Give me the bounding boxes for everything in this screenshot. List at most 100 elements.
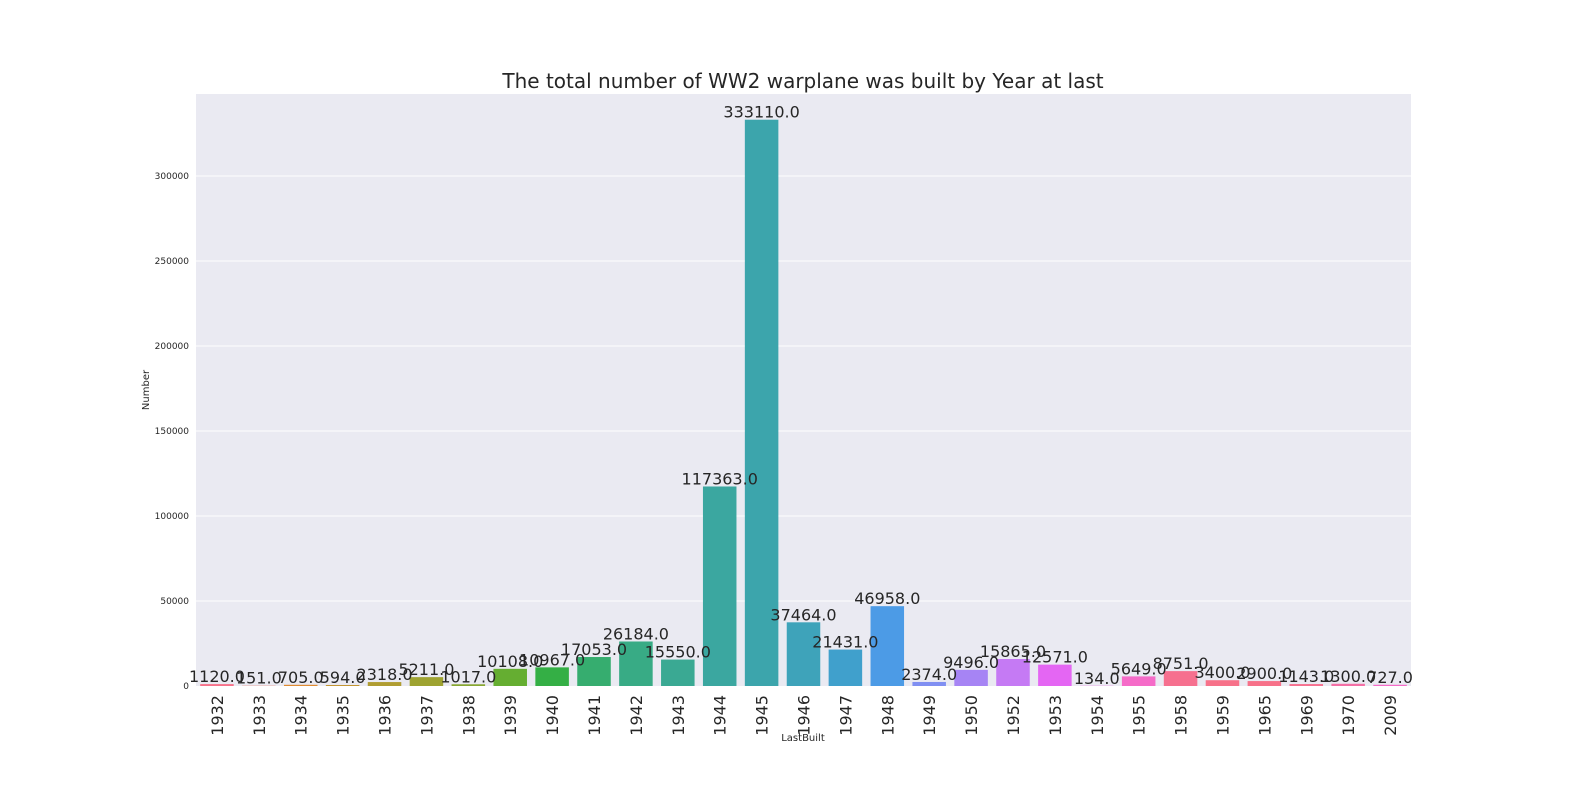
x-tick-label: 1932 [208,695,227,736]
bar-2009 [1373,684,1407,686]
bar-value-label: 10108.0 [477,652,543,671]
x-tick-label: 1944 [711,695,730,736]
bar-1970 [1331,683,1365,686]
bar-value-label: 5649.0 [1111,659,1167,678]
bar-1932 [200,684,234,686]
bar-value-label: 1300.0 [1320,667,1376,686]
x-tick-label: 1953 [1046,695,1065,736]
x-tick-label: 1958 [1172,695,1191,736]
x-tick-label: 1965 [1255,695,1274,736]
bar-value-labels: 1120.0151.0705.0594.02318.05211.01017.01… [189,103,1413,688]
chart-title: The total number of WW2 warplane was bui… [501,69,1103,93]
bar-value-label: 2374.0 [901,665,957,684]
bar-1937 [409,677,444,686]
bar-value-label: 17053.0 [561,640,627,659]
bar-value-label: 151.0 [236,669,282,688]
bar-value-label: 594.0 [320,668,366,687]
bar-value-label: 1017.0 [440,667,496,686]
bar-value-label: 2318.0 [357,665,413,684]
bar-1958 [1163,671,1198,686]
bar-1943 [661,659,695,686]
bar-1947 [828,649,863,686]
x-tick-label: 1937 [417,695,436,736]
bar-value-label: 333110.0 [723,103,799,122]
x-tick-label: 1959 [1213,695,1232,736]
bar-value-label: 15550.0 [645,643,711,662]
bar-1965 [1247,681,1282,686]
bar-1952 [996,659,1030,686]
y-axis-label: Number [141,369,152,410]
bar-1936 [367,682,402,686]
bar-1938 [451,684,486,686]
x-tick-label: 1938 [459,695,478,736]
x-tick-label: 1955 [1130,695,1149,736]
bar-value-label: 117363.0 [682,469,758,488]
bars [200,119,1407,686]
bar-1940 [535,667,569,686]
y-tick-label: 50000 [160,597,189,607]
y-tick-label: 200000 [155,342,190,352]
bar-1948 [870,606,905,686]
bar-1950 [954,669,988,686]
bar-1969 [1289,684,1324,686]
bar-1935 [325,684,360,686]
bar-1953 [1038,664,1072,686]
bar-value-label: 2900.0 [1236,664,1292,683]
bar-value-label: 8751.0 [1153,654,1209,673]
y-axis-ticks: 0 50000 100000 150000 200000 250000 300000 [155,172,190,692]
x-tick-label: 1948 [878,695,897,736]
bar-1955 [1121,676,1156,686]
bar-1949 [912,681,946,686]
bar-value-label: 12571.0 [1022,648,1088,667]
bar-value-label: 10967.0 [519,650,585,669]
y-tick-label: 250000 [155,257,190,267]
y-tick-label: 100000 [155,512,190,522]
x-axis-ticks: 1932 1933 1934 1935 1936 1937 1938 1939 1940 1941… [208,695,1400,736]
x-tick-label: 1970 [1339,695,1358,736]
y-tick-label: 300000 [155,172,190,182]
bar-1946 [786,622,821,686]
bar-value-label: 46958.0 [854,589,920,608]
bar-value-label: 9496.0 [943,653,999,672]
x-tick-label: 1941 [585,695,604,736]
bar-1942 [619,641,653,686]
x-tick-label: 1954 [1088,695,1107,736]
x-tick-label: 1946 [795,695,814,736]
x-tick-label: 1945 [753,695,772,736]
bar-value-label: 727.0 [1367,668,1413,687]
x-tick-label: 1969 [1297,695,1316,736]
y-tick-label: 0 [183,682,189,692]
bar-value-label: 37464.0 [770,605,836,624]
x-tick-label: 1942 [627,695,646,736]
x-tick-label: 2009 [1381,695,1400,736]
bar-value-label: 1120.0 [189,667,245,686]
x-tick-label: 1950 [962,695,981,736]
bar-1945 [744,119,779,686]
x-tick-label: 1934 [292,695,311,736]
x-tick-label: 1933 [250,695,269,736]
bar-value-label: 134.0 [1074,669,1120,688]
bar-value-label: 26184.0 [603,624,669,643]
bar-1939 [493,668,527,686]
x-axis-label: LastBuilt [781,733,825,744]
x-tick-label: 1943 [669,695,688,736]
x-tick-label: 1949 [920,695,939,736]
bar-value-label: 5211.0 [398,660,454,679]
x-tick-label: 1939 [501,695,520,736]
bar-value-label: 3400.0 [1194,663,1250,682]
bar-1944 [702,486,737,686]
bar-value-label: 1143.0 [1278,667,1334,686]
bar-1934 [283,684,318,686]
gridlines [196,175,1411,602]
bar-1959 [1205,680,1240,686]
bar-value-label: 705.0 [278,668,324,687]
bar-value-label: 15865.0 [980,642,1046,661]
x-tick-label: 1952 [1004,695,1023,736]
plot-area [196,94,1411,686]
x-tick-label: 1940 [543,695,562,736]
bar-value-label: 21431.0 [812,633,878,652]
x-tick-label: 1947 [836,695,855,736]
y-tick-label: 150000 [155,427,190,437]
bar-1941 [577,657,611,686]
